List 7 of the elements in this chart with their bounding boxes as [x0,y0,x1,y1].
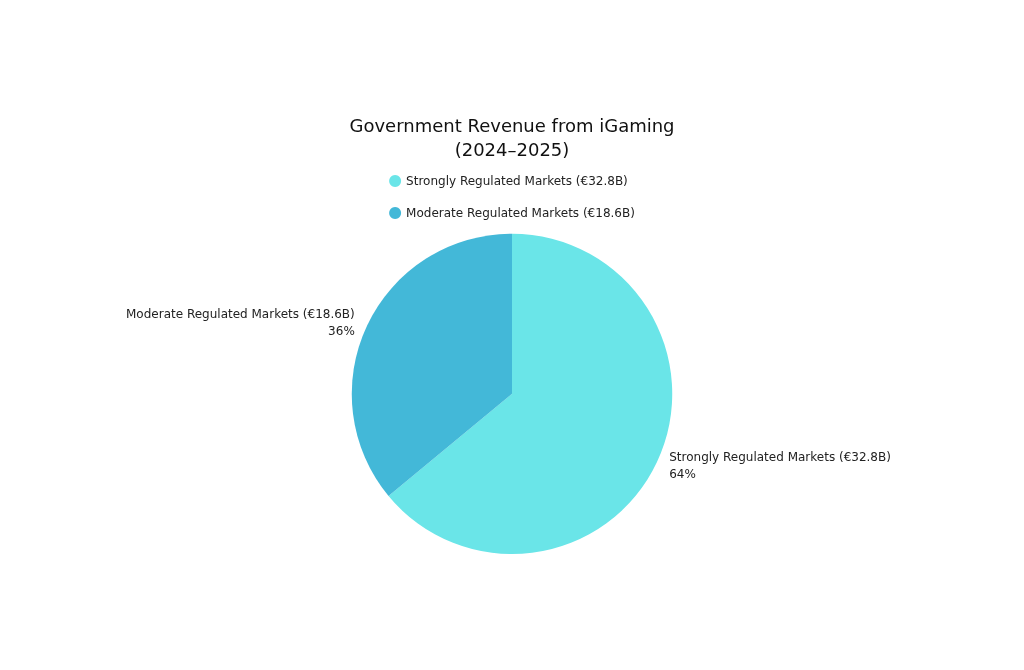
chart-title: Government Revenue from iGaming (2024–2025) [349,114,675,160]
legend-label: Moderate Regulated Markets (€18.6B) [406,206,635,220]
slice-label: Moderate Regulated Markets (€18.6B) [126,306,355,321]
data-label: 36% [328,323,355,338]
legend-label: Strongly Regulated Markets (€32.8B) [406,174,628,188]
data-label: 64% [669,466,696,481]
slice-label: Strongly Regulated Markets (€32.8B) [669,449,891,464]
